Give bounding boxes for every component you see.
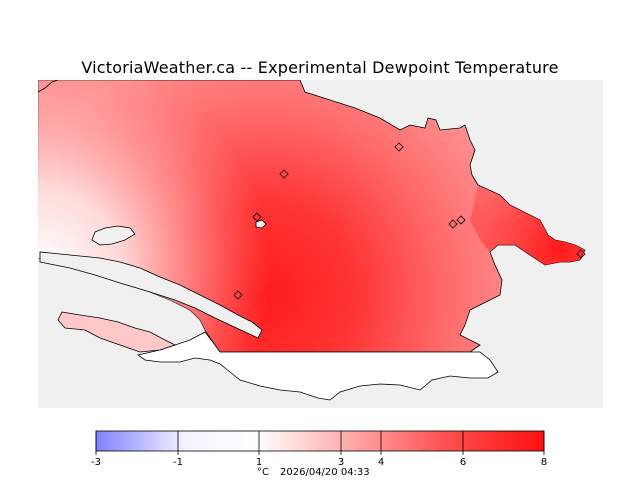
station-marker[interactable]: [279, 169, 289, 179]
legend-unit: °C: [257, 467, 269, 478]
station-marker[interactable]: [394, 142, 404, 152]
station-marker[interactable]: [448, 219, 458, 229]
legend-tick: 8: [541, 457, 547, 468]
legend-tick: -1: [173, 457, 183, 468]
map-title: VictoriaWeather.ca -- Experimental Dewpo…: [81, 58, 559, 77]
island-west: [57, 311, 177, 353]
lake: [255, 219, 267, 229]
legend-tick: 6: [460, 457, 466, 468]
east-warm-field: [470, 185, 585, 265]
legend-bar: [95, 430, 545, 452]
legend-tick: 3: [338, 457, 344, 468]
legend-tick: -3: [91, 457, 101, 468]
south-peninsula: [137, 331, 499, 401]
island-inlet: [91, 225, 136, 246]
station-marker[interactable]: [233, 290, 243, 300]
legend-tick: 4: [378, 457, 384, 468]
channel: [39, 251, 263, 339]
station-markers: [233, 142, 586, 300]
legend-tick: 1: [256, 457, 262, 468]
station-marker[interactable]: [252, 212, 262, 222]
station-marker[interactable]: [576, 249, 586, 259]
timestamp: 2026/04/20 04:33: [280, 467, 370, 478]
color-legend: -3 -1 1 3 4 6 8 °C 2026/04/20 04:33: [91, 430, 547, 478]
nw-coast: [38, 80, 59, 93]
station-marker[interactable]: [456, 215, 466, 225]
